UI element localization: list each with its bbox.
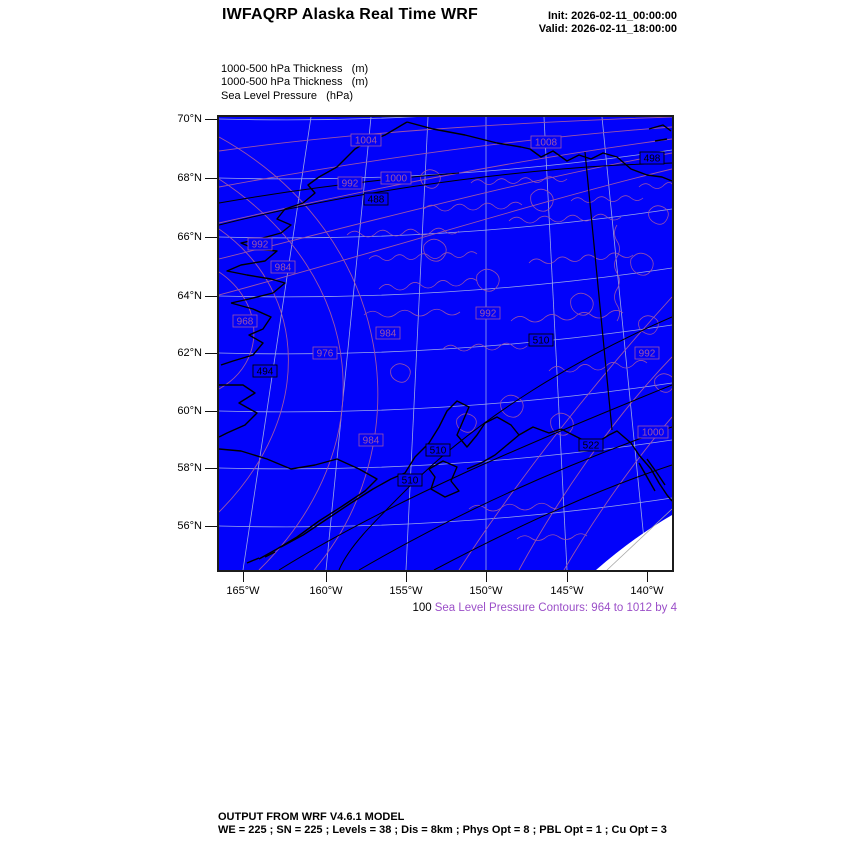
thickness-contour-labels: 498 488 494 510 510 510 522 bbox=[252, 151, 665, 487]
x-tick bbox=[243, 570, 244, 582]
model-domain-fill bbox=[219, 117, 672, 570]
slp-label: 1008 bbox=[535, 138, 558, 149]
y-tick-label: 66°N bbox=[177, 231, 202, 243]
x-tick-label: 155°W bbox=[389, 585, 423, 597]
y-tick-label: 62°N bbox=[177, 347, 202, 359]
x-tick-label: 140°W bbox=[630, 585, 664, 597]
map-panel: 1004 1008 992 1000 992 984 968 976 bbox=[217, 115, 674, 572]
coastlines bbox=[219, 121, 672, 564]
footer-config-line: WE = 225 ; SN = 225 ; Levels = 38 ; Dis … bbox=[218, 824, 667, 836]
x-tick bbox=[326, 570, 327, 582]
x-tick-label: 165°W bbox=[226, 585, 260, 597]
slp-label: 976 bbox=[317, 349, 334, 360]
caption-text: Sea Level Pressure Contours: 964 to 1012… bbox=[434, 602, 677, 614]
slp-label: 984 bbox=[380, 329, 397, 340]
outside-domain-wedge bbox=[596, 515, 672, 570]
y-tick-label: 68°N bbox=[177, 172, 202, 184]
y-tick-label: 70°N bbox=[177, 113, 202, 125]
plot-title: IWFAQRP Alaska Real Time WRF bbox=[221, 6, 479, 23]
slp-label: 992 bbox=[342, 179, 359, 190]
slp-label: 1000 bbox=[642, 428, 665, 439]
slp-label: 992 bbox=[252, 240, 269, 251]
legend-line-slp: Sea Level Pressure (hPa) bbox=[221, 89, 354, 102]
model-footer: OUTPUT FROM WRF V4.6.1 MODEL WE = 225 ; … bbox=[218, 811, 667, 837]
y-tick-label: 58°N bbox=[177, 462, 202, 474]
thickness-label: 488 bbox=[368, 195, 385, 206]
y-tick bbox=[205, 296, 217, 297]
y-tick bbox=[205, 353, 217, 354]
y-tick bbox=[205, 526, 217, 527]
map-svg: 1004 1008 992 1000 992 984 968 976 bbox=[219, 117, 672, 570]
x-tick-label: 160°W bbox=[309, 585, 343, 597]
x-tick bbox=[647, 570, 648, 582]
slp-contours-terrain bbox=[346, 169, 672, 541]
y-tick-label: 64°N bbox=[177, 290, 202, 302]
y-tick bbox=[205, 411, 217, 412]
x-tick bbox=[406, 570, 407, 582]
x-tick bbox=[486, 570, 487, 582]
x-tick-label: 150°W bbox=[469, 585, 503, 597]
y-tick-label: 60°N bbox=[177, 405, 202, 417]
slp-label: 992 bbox=[639, 349, 656, 360]
slp-label: 1000 bbox=[385, 174, 408, 185]
legend-line-thickness-1: 1000-500 hPa Thickness (m) bbox=[221, 63, 369, 75]
y-tick bbox=[205, 178, 217, 179]
y-tick-label: 56°N bbox=[177, 520, 202, 532]
legend-line-thickness-2: 1000-500 hPa Thickness (m) bbox=[221, 76, 369, 89]
run-times: Init: 2026-02-11_00:00:00 Valid: 2026-02… bbox=[539, 10, 677, 36]
y-tick bbox=[205, 237, 217, 238]
thickness-label: 510 bbox=[430, 446, 447, 457]
thickness-label: 494 bbox=[257, 367, 274, 378]
footer-model-line: OUTPUT FROM WRF V4.6.1 MODEL bbox=[218, 811, 405, 823]
graticule-lines bbox=[219, 117, 672, 570]
slp-label: 1004 bbox=[355, 136, 378, 147]
graticule-over-wedge bbox=[606, 508, 672, 570]
y-tick bbox=[205, 468, 217, 469]
contour-caption: 100 Sea Level Pressure Contours: 964 to 1… bbox=[413, 602, 677, 614]
x-tick bbox=[567, 570, 568, 582]
thickness-label: 510 bbox=[533, 336, 550, 347]
slp-contour-labels: 1004 1008 992 1000 992 984 968 976 bbox=[232, 133, 669, 447]
field-legend: 1000-500 hPa Thickness (m) 1000-500 hPa … bbox=[221, 63, 368, 103]
slp-label: 968 bbox=[237, 317, 254, 328]
y-tick bbox=[205, 119, 217, 120]
init-time: Init: 2026-02-11_00:00:00 bbox=[547, 10, 677, 22]
slp-label: 984 bbox=[363, 436, 380, 447]
thickness-label: 522 bbox=[583, 441, 600, 452]
valid-time: Valid: 2026-02-11_18:00:00 bbox=[538, 23, 677, 35]
thickness-label: 510 bbox=[402, 476, 419, 487]
thickness-label: 498 bbox=[644, 154, 661, 165]
caption-prefix: 100 bbox=[412, 602, 432, 614]
slp-label: 992 bbox=[480, 309, 497, 320]
x-tick-label: 145°W bbox=[550, 585, 584, 597]
slp-label: 984 bbox=[275, 263, 292, 274]
